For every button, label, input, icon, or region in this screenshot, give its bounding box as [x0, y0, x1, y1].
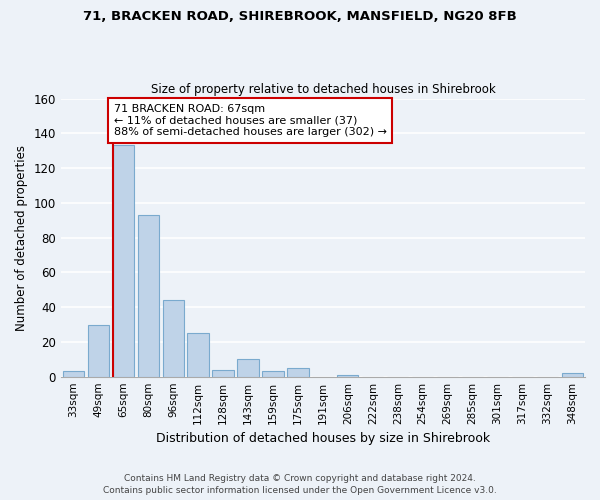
Bar	[212, 370, 233, 376]
Text: 71 BRACKEN ROAD: 67sqm
← 11% of detached houses are smaller (37)
88% of semi-det: 71 BRACKEN ROAD: 67sqm ← 11% of detached…	[114, 104, 387, 137]
Bar	[88, 324, 109, 376]
Y-axis label: Number of detached properties: Number of detached properties	[15, 144, 28, 330]
X-axis label: Distribution of detached houses by size in Shirebrook: Distribution of detached houses by size …	[156, 432, 490, 445]
Bar	[113, 146, 134, 376]
Bar	[562, 373, 583, 376]
Bar	[163, 300, 184, 376]
Bar	[287, 368, 308, 376]
Text: Contains HM Land Registry data © Crown copyright and database right 2024.
Contai: Contains HM Land Registry data © Crown c…	[103, 474, 497, 495]
Bar	[62, 372, 84, 376]
Bar	[137, 215, 159, 376]
Bar	[262, 372, 284, 376]
Bar	[238, 360, 259, 376]
Bar	[337, 375, 358, 376]
Title: Size of property relative to detached houses in Shirebrook: Size of property relative to detached ho…	[151, 83, 495, 96]
Text: 71, BRACKEN ROAD, SHIREBROOK, MANSFIELD, NG20 8FB: 71, BRACKEN ROAD, SHIREBROOK, MANSFIELD,…	[83, 10, 517, 23]
Bar	[187, 333, 209, 376]
